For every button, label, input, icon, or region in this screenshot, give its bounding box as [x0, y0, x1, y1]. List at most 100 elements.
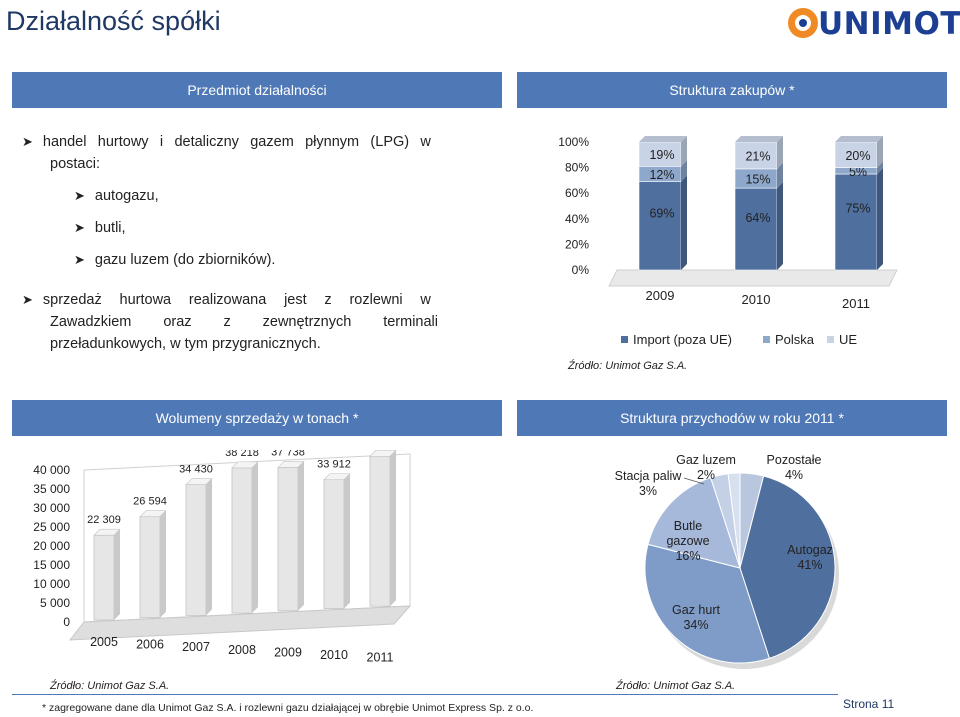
pie-label: 3% — [639, 484, 657, 498]
bullet-text-cont: Zawadzkiem oraz z zewnętrznych terminali — [50, 314, 438, 330]
data-label: 15% — [745, 172, 770, 186]
leader-line — [683, 477, 705, 485]
legend-swatch — [827, 336, 834, 343]
pie-label: Stacja paliw — [615, 469, 683, 483]
volume-bar — [139, 516, 161, 619]
legend-label: Polska — [775, 332, 815, 347]
x-tick-label: 2008 — [228, 643, 256, 657]
pie-label: 16% — [675, 549, 700, 563]
stacked-bar-side — [777, 162, 783, 189]
sub-bullet-text: gazu luzem (do zbiorników). — [94, 252, 276, 268]
volume-bar — [277, 466, 299, 612]
pie-slice — [647, 477, 741, 569]
stacked-bar-segment — [638, 181, 682, 271]
x-tick-label: 2010 — [742, 292, 771, 307]
arrow-bullet-icon: ➤ — [74, 220, 85, 235]
y-tick-label: 80% — [565, 161, 589, 175]
stacked-bar-top — [639, 136, 687, 142]
legend-swatch — [763, 336, 770, 343]
pie-slice — [644, 543, 770, 664]
bullet-text: handel hurtowy i detaliczny gazem płynny… — [42, 134, 431, 150]
data-label: 75% — [845, 202, 870, 216]
y-tick-label: 40% — [565, 212, 589, 226]
arrow-bullet-icon: ➤ — [74, 252, 85, 267]
left-panel-heading: Przedmiot działalności — [12, 72, 502, 108]
pie-label: Gaz hurt — [672, 603, 720, 617]
volume-bar-top — [93, 528, 121, 536]
stacked-bar-side — [777, 136, 783, 169]
pie-slice — [739, 475, 836, 659]
x-tick-label: 2006 — [136, 638, 164, 652]
volume-bar-top — [139, 510, 167, 517]
footnote: * zagregowane dane dla Unimot Gaz S.A. i… — [42, 702, 534, 714]
y-tick-label: 0% — [572, 263, 590, 277]
x-tick-label: 2009 — [646, 288, 675, 303]
volume-bar-top — [185, 478, 213, 485]
stacked-bar-top — [735, 136, 783, 142]
x-tick-label: 2007 — [182, 640, 210, 654]
pie-label: gazowe — [666, 534, 709, 548]
sub-bullet-text: autogazu, — [94, 188, 159, 204]
volume-bar-side — [298, 461, 304, 611]
y-tick-label: 15 000 — [33, 558, 70, 572]
pie-label: Pozostałe — [767, 453, 822, 467]
data-label: 21% — [745, 149, 770, 163]
y-tick-label: 20 000 — [33, 539, 70, 553]
data-label: 20% — [845, 149, 870, 163]
purchases-heading: Struktura zakupów * — [517, 72, 947, 108]
bullet-text-cont: postaci: — [50, 156, 100, 172]
y-tick-label: 25 000 — [33, 520, 70, 534]
data-label: 19% — [649, 148, 674, 162]
sub-bullet-text: butli, — [94, 220, 126, 236]
data-label: 5% — [849, 165, 867, 179]
bullet-item: ➤ sprzedaż hurtowa realizowana jest z roz… — [22, 289, 438, 311]
volume-bar — [231, 467, 253, 614]
chart-floor — [68, 605, 412, 641]
x-tick-label: 2011 — [367, 651, 394, 665]
data-label: 37 738 — [271, 450, 305, 458]
x-tick-label: 2009 — [274, 645, 302, 659]
y-tick-label: 60% — [565, 186, 589, 200]
stacked-bar-side — [877, 168, 883, 270]
volume-bar-side — [114, 529, 120, 620]
volume-bar-top — [231, 461, 259, 469]
x-tick-label: 2005 — [90, 635, 118, 649]
volumes-source: Źródło: Unimot Gaz S.A. — [50, 680, 170, 692]
stacked-bar-segment — [734, 141, 778, 170]
x-tick-label: 2010 — [320, 648, 348, 662]
volumes-heading: Wolumeny sprzedaży w tonach * — [12, 400, 502, 436]
legend-label: Import (poza UE) — [633, 332, 732, 347]
stacked-bar-side — [681, 136, 687, 167]
bullet-item: ➤ handel hurtowy i detaliczny gazem płynn… — [22, 131, 438, 153]
purchases-source: Źródło: Unimot Gaz S.A. — [568, 360, 688, 372]
chart-floor — [608, 269, 898, 287]
volume-bar-top — [369, 450, 397, 457]
volume-bar — [323, 479, 345, 609]
volume-bar-side — [160, 510, 166, 618]
stacked-bar-segment — [734, 187, 778, 271]
pie-label: 4% — [785, 468, 803, 482]
y-tick-label: 100% — [558, 135, 589, 149]
volume-bar-side — [206, 478, 212, 616]
y-tick-label: 0 — [63, 615, 70, 629]
volume-bar — [369, 455, 391, 607]
revenue-heading: Struktura przychodów w roku 2011 * — [517, 400, 947, 436]
purchases-chart: 0% 20% 40% 60% 80% 100% 69% 12% 19% 2009 64% 15% 21%… — [558, 135, 898, 347]
arrow-bullet-icon: ➤ — [22, 292, 33, 307]
volume-bar-top — [323, 473, 351, 480]
stacked-bar-segment — [638, 141, 682, 167]
data-label: 33 912 — [317, 459, 351, 471]
pie-label: Autogaz — [787, 543, 833, 557]
y-tick-label: 10 000 — [33, 577, 70, 591]
volume-bar — [185, 484, 207, 616]
volume-bar-side — [390, 450, 396, 607]
pie-slice — [727, 472, 741, 569]
stacked-bar-segment — [834, 173, 878, 271]
stacked-bar-side — [877, 136, 883, 168]
stacked-bar-side — [681, 160, 687, 182]
y-tick-label: 20% — [565, 237, 589, 251]
pie-label: 34% — [683, 618, 708, 632]
bullet-text-cont: przeładunkowych, w tym przygranicznych. — [50, 336, 321, 352]
footer-divider — [12, 694, 838, 695]
